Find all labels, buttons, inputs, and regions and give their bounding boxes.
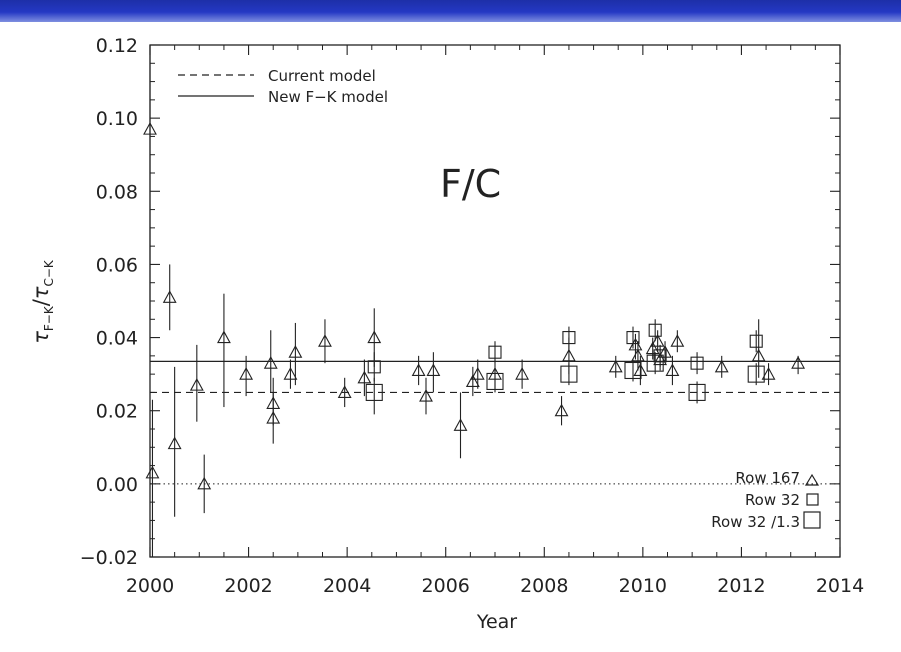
triangle-marker [217,330,231,344]
legend-large-square-icon [803,511,821,529]
triangle-marker [162,290,177,303]
legend-row-32: Row 32 [745,491,800,509]
y-tick-label: 0.12 [96,35,138,57]
small-square-marker [690,356,704,370]
y-axis-label: τF−K/τC−K [29,259,56,344]
large-square-marker [624,361,642,380]
y-tick-label: −0.02 [80,547,138,569]
triangle-marker [283,366,298,380]
triangle-marker [318,334,332,347]
large-square-marker [365,383,383,401]
small-square-marker [653,349,667,363]
y-axis-label-tau: τ [29,331,53,344]
legend-row-167: Row 167 [735,469,800,487]
small-square-marker [488,345,502,359]
large-square-marker [747,365,765,383]
y-tick-label: 0.02 [96,401,138,423]
triangle-marker [239,366,254,380]
triangle-marker [263,356,278,369]
y-axis-label-slash: / [29,298,53,306]
error-bars [149,45,799,557]
triangle-marker [266,410,281,424]
small-square-marker [367,360,381,374]
large-square-marker [646,354,664,372]
x-tick-label: 2006 [422,575,470,597]
triangle-marker [367,330,382,344]
x-tick-label: 2012 [717,575,765,597]
triangle-marker [197,476,212,490]
triangle-marker [650,334,665,347]
small-square-marker [648,323,662,337]
small-square-marker [626,331,640,345]
triangle-marker [562,348,576,362]
triangle-marker [470,366,485,380]
legend-current-model: Current model [268,67,376,85]
large-square-marker [486,372,504,391]
y-tick-label: 0.00 [96,474,138,496]
triangle-marker [266,396,281,409]
y-tick-label: 0.08 [96,181,138,203]
triangle-marker [554,403,569,417]
marker-legend: Row 167 Row 32 Row 32 /1.3 [711,469,821,531]
triangle-marker [670,334,685,347]
axis-ticks [149,44,841,558]
triangle-marker [628,337,643,351]
triangle-marker [515,366,530,380]
x-axis-label: Year [476,611,517,633]
legend-row-32-scaled: Row 32 /1.3 [711,513,800,531]
x-tick-label: 2014 [816,575,864,597]
triangle-marker [631,348,645,362]
large-square-marker [688,383,706,401]
legend-new-fk-model: New F−K model [268,88,388,106]
triangle-marker [645,341,660,355]
legend-triangle-icon [804,473,820,486]
x-tick-label: 2008 [520,575,568,597]
triangle-marker [633,363,648,377]
large-square-marker [560,365,578,383]
triangle-marker [453,418,468,431]
triangle-marker [288,345,303,358]
triangle-marker [658,345,672,358]
tick-labels: 2000 2002 2004 2006 2008 2010 2012 2014 −0.02 0.0… [80,35,864,597]
y-tick-label: 0.04 [96,328,138,350]
triangle-marker [761,366,776,380]
triangle-marker [419,388,433,402]
triangle-marker [751,348,766,362]
triangle-marker [426,363,441,377]
y-axis-label-tau-2: τ [29,286,53,299]
triangle-marker [411,363,426,377]
line-legend: Current model New F−K model [178,67,388,106]
triangle-marker [189,377,204,391]
triangle-marker [665,363,680,377]
triangle-marker [337,385,352,398]
x-tick-label: 2004 [323,575,371,597]
triangle-marker [791,356,806,369]
small-square-marker [562,331,576,345]
triangle-marker [714,359,729,373]
x-tick-label: 2010 [619,575,667,597]
x-tick-label: 2002 [224,575,272,597]
y-axis-label-den-sub: C−K [42,259,56,286]
triangle-marker [465,374,480,388]
legend-small-square-icon [806,493,819,506]
small-square-marker [749,334,763,348]
svg-text:τF−K/τC−K: τF−K/τC−K [29,259,56,344]
triangle-marker [357,370,372,384]
slide-header-bar [0,0,901,22]
x-tick-label: 2000 [126,575,174,597]
triangle-marker [167,436,182,450]
fc-annotation: F/C [440,162,501,206]
y-tick-label: 0.06 [96,254,138,276]
triangle-marker [608,359,623,373]
y-axis-label-num-sub: F−K [42,305,56,331]
y-tick-label: 0.10 [96,108,138,130]
